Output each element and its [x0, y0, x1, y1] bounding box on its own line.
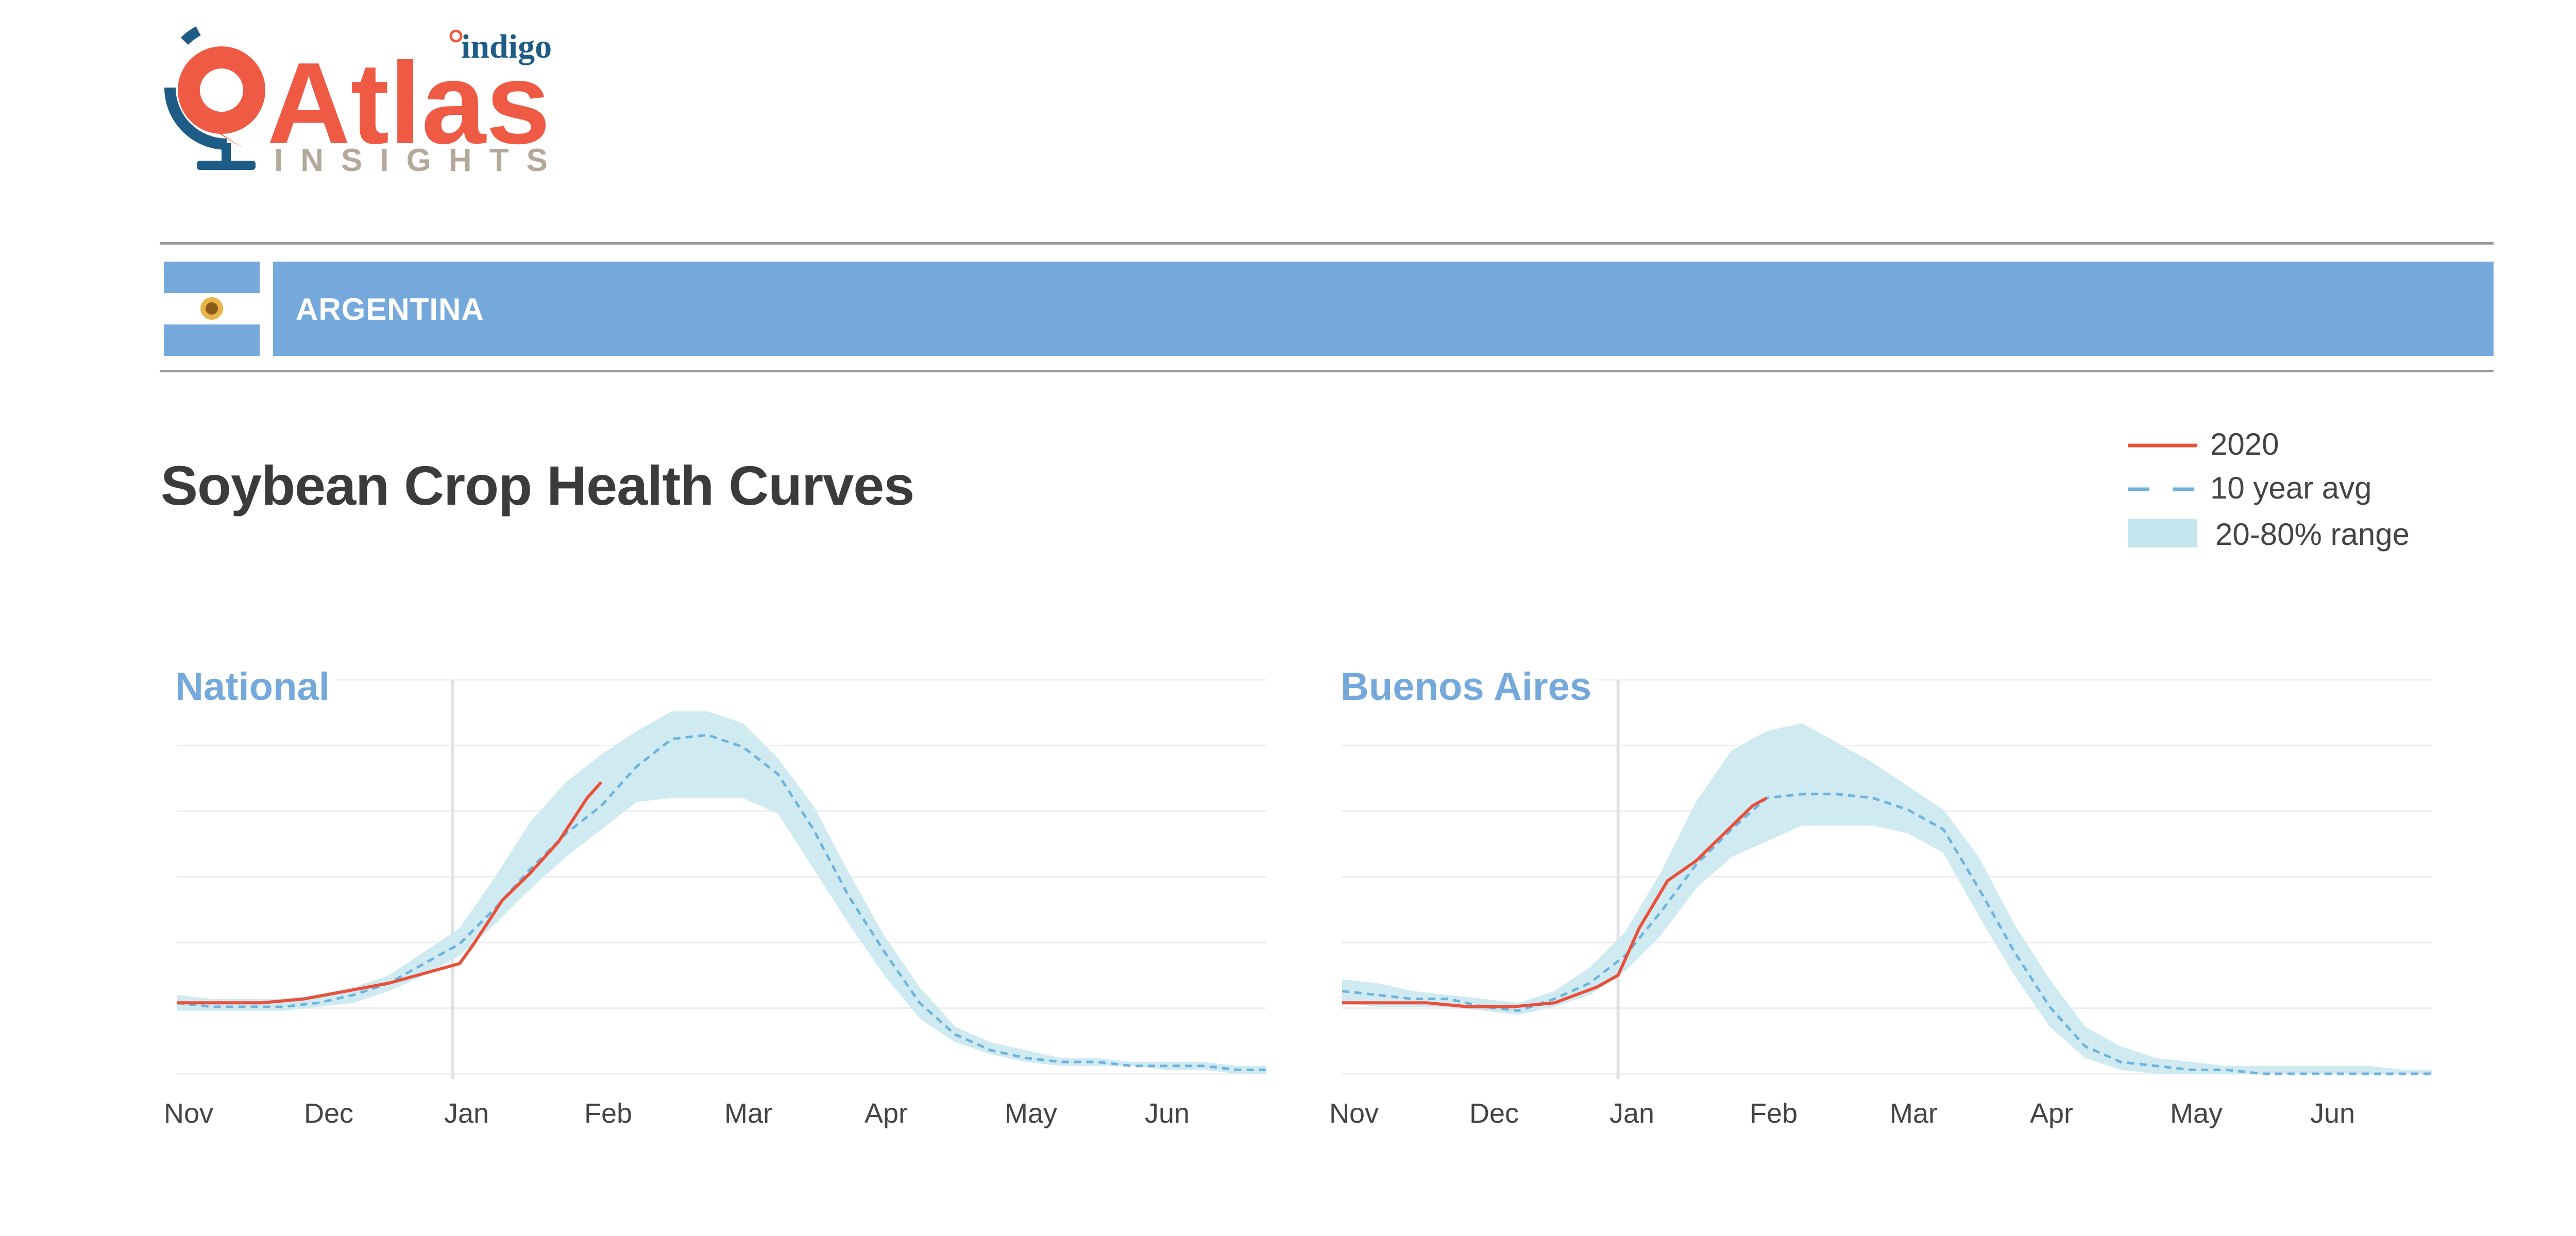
- x-tick-label: Mar: [724, 1098, 772, 1129]
- legend-line-swatch: [2128, 443, 2197, 448]
- page-title: Soybean Crop Health Curves: [161, 454, 914, 517]
- x-tick-label: May: [1005, 1098, 1057, 1129]
- logo-atlas-text: Atlas: [267, 38, 550, 168]
- series-line-10-year-avg: [1342, 793, 2432, 1075]
- x-tick-label: Dec: [304, 1098, 353, 1129]
- logo-insights-text: INSIGHTS: [274, 143, 565, 178]
- x-tick-label: Apr: [2030, 1098, 2073, 1129]
- legend-item-range: 20-80% range: [2128, 512, 2488, 554]
- argentina-flag-icon: [164, 262, 260, 356]
- series-band-20-80-range: [1342, 723, 2432, 1074]
- country-banner: [273, 262, 2494, 356]
- chart-national-plot: Nov Dec Jan Feb Mar Apr May Jun: [164, 679, 1266, 1129]
- legend-item-2020: 2020: [2128, 422, 2488, 464]
- atlas-insights-logo[interactable]: Atlas indigo INSIGHTS: [149, 26, 587, 180]
- x-tick-label: Feb: [584, 1098, 632, 1129]
- legend-item-avg: 10 year avg: [2128, 466, 2488, 507]
- chart-title-buenos-aires: Buenos Aires: [1341, 664, 1597, 709]
- chart-buenos-aires: Nov Dec Jan Feb Mar Apr May Jun Buenos Aires: [1329, 659, 2463, 1148]
- x-tick-label: Jan: [444, 1098, 489, 1129]
- series-line-2020: [1342, 796, 1768, 1008]
- chart-legend: 2020 10 year avg 20-80% range: [2128, 422, 2488, 561]
- legend-dash-swatch: [2128, 487, 2197, 491]
- series-band-20-80-range: [177, 711, 1266, 1074]
- x-tick-label: Nov: [1329, 1098, 1379, 1129]
- top-divider: [160, 242, 2494, 245]
- legend-band-swatch: [2128, 519, 2197, 547]
- logo-graphic: Atlas indigo INSIGHTS: [164, 26, 565, 178]
- x-tick-label: Dec: [1469, 1098, 1519, 1129]
- x-tick-label: Jun: [1145, 1098, 1190, 1129]
- x-tick-label: Jan: [1609, 1098, 1654, 1129]
- x-tick-label: Apr: [865, 1098, 908, 1129]
- x-tick-label: Feb: [1750, 1098, 1798, 1129]
- series-line-2020: [177, 781, 603, 1005]
- chart-title-national: National: [175, 664, 335, 709]
- legend-label-range: 20-80% range: [2215, 517, 2410, 552]
- country-name: ARGENTINA: [296, 292, 484, 327]
- x-tick-label: Nov: [164, 1098, 213, 1129]
- chart-buenos-aires-plot: Nov Dec Jan Feb Mar Apr May Jun: [1329, 679, 2432, 1129]
- x-tick-label: May: [2170, 1098, 2223, 1129]
- legend-label-2020: 2020: [2210, 427, 2279, 461]
- chart-national: Nov Dec Jan Feb Mar Apr May Jun National: [164, 659, 1297, 1148]
- logo-indigo-text: indigo: [461, 28, 552, 65]
- x-tick-label: Jun: [2310, 1098, 2355, 1129]
- legend-label-avg: 10 year avg: [2210, 471, 2372, 505]
- x-tick-label: Mar: [1890, 1098, 1938, 1129]
- bottom-divider: [160, 370, 2494, 372]
- series-line-10-year-avg: [176, 733, 1266, 1071]
